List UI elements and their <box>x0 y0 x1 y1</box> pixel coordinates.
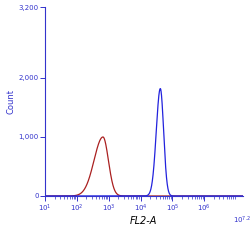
Text: $\mathit{10^{7.2}}$: $\mathit{10^{7.2}}$ <box>234 215 250 226</box>
Y-axis label: Count: Count <box>7 89 16 114</box>
X-axis label: FL2-A: FL2-A <box>130 216 158 226</box>
